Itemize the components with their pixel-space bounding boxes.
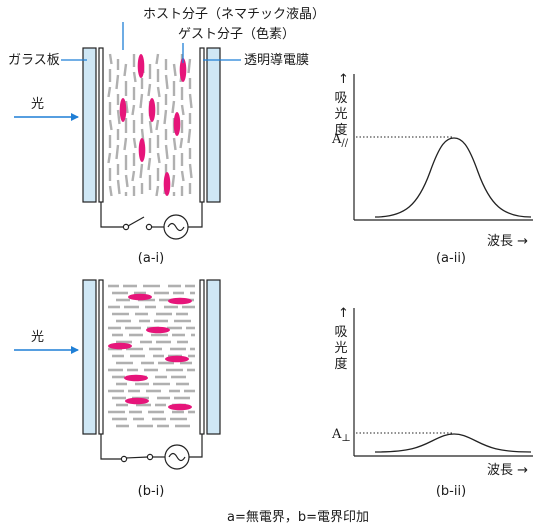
host-molecule [155, 119, 160, 131]
guest-molecule [168, 403, 192, 411]
glass-plate-right [206, 47, 221, 203]
host-molecule [139, 163, 144, 179]
guest-molecules-vertical [119, 54, 187, 196]
host-molecule [164, 144, 169, 160]
electrode-right [199, 47, 205, 203]
guest-molecule [128, 293, 152, 301]
guest-molecule [124, 374, 148, 382]
host-molecule [108, 119, 113, 131]
host-molecule [171, 100, 176, 114]
graph-b: ↑ 吸光度 A⊥ 波長 → [331, 306, 533, 478]
light-label: 光 [31, 97, 44, 112]
circuit-open [100, 202, 203, 240]
host-molecule [155, 53, 160, 65]
host-molecule [108, 53, 113, 65]
peak-label: A⊥ [331, 427, 351, 444]
host-molecule [139, 93, 144, 109]
electrode-right [199, 279, 205, 435]
host-molecule [155, 185, 160, 197]
circuit-closed [100, 434, 203, 470]
host-molecule [147, 83, 152, 97]
guest-molecule [168, 297, 192, 305]
host-molecule [132, 137, 137, 149]
host-molecule [115, 144, 120, 160]
guest-molecule [173, 112, 181, 136]
absorbance-curve [374, 137, 532, 218]
guest-molecule [148, 98, 156, 122]
host-molecule [156, 86, 161, 98]
panel-label-b-ii: (b-ii) [436, 484, 466, 499]
host-molecule [131, 170, 136, 182]
light-label: 光 [31, 330, 44, 345]
guest-molecule [165, 355, 189, 363]
guest-molecule [163, 172, 171, 196]
host-molecule [164, 74, 169, 90]
host-molecule [116, 179, 121, 195]
glass-plate-label: ガラス板 [8, 53, 60, 68]
glass-plate-right [206, 279, 221, 435]
host-molecule [172, 137, 177, 151]
host-molecule [123, 137, 128, 151]
host-molecule [188, 163, 193, 179]
host-molecule [107, 86, 112, 98]
host-molecule [187, 128, 192, 144]
host-molecule [123, 63, 128, 77]
host-molecule [180, 104, 185, 116]
guest-molecules-horizontal [108, 293, 192, 411]
host-molecule [172, 63, 177, 77]
electrode-left [98, 279, 104, 435]
host-molecule [156, 152, 161, 164]
host-molecule-label: ホスト分子（ネマチック液晶） [143, 7, 325, 22]
guest-molecule [119, 98, 127, 122]
host-molecule [180, 170, 185, 182]
cell-b [82, 279, 221, 470]
host-molecule [115, 74, 120, 90]
transparent-electrode-label: 透明導電膜 [244, 53, 309, 68]
graph-a: ↑ 吸光度 A// 波長 → [331, 72, 533, 249]
host-molecule [124, 100, 129, 114]
host-molecule [163, 109, 168, 125]
guest-molecule [108, 342, 132, 350]
x-axis-label: 波長 → [487, 234, 528, 249]
footer-note: a=無電界，b=電界印加 [227, 510, 369, 525]
electrode-left [98, 47, 104, 203]
host-molecule [147, 157, 152, 171]
panel-label-b-i: (b-i) [138, 484, 165, 499]
guest-molecule [138, 138, 146, 162]
host-molecule [187, 58, 192, 74]
host-molecule [132, 71, 137, 83]
host-molecule [107, 152, 112, 164]
y-axis-arrow-icon: ↑ [338, 306, 349, 321]
host-molecule [131, 104, 136, 116]
y-axis-label: 吸光度 [334, 325, 347, 372]
bottom-labels: 光 [14, 330, 79, 354]
host-molecule [171, 174, 176, 188]
host-molecule [108, 185, 113, 197]
panel-label-a-i: (a-i) [138, 251, 164, 266]
host-molecule [116, 109, 121, 125]
peak-label: A// [331, 132, 349, 149]
guest-molecule [137, 54, 145, 78]
absorbance-curve [374, 433, 532, 453]
y-axis-arrow-icon: ↑ [338, 72, 349, 87]
guest-molecule [125, 397, 149, 405]
host-molecule [148, 120, 153, 134]
glass-plate-left [82, 279, 97, 435]
guest-molecule [179, 58, 187, 82]
host-molecule [124, 174, 129, 188]
y-axis-label: 吸光度 [334, 91, 347, 138]
cell-a [82, 47, 221, 240]
panel-label-a-ii: (a-ii) [436, 251, 466, 266]
guest-molecule [146, 326, 170, 334]
x-axis-label: 波長 → [487, 463, 528, 478]
top-labels: ホスト分子（ネマチック液晶） ゲスト分子（色素） ガラス板 透明導電膜 光 [8, 7, 325, 121]
glass-plate-left [82, 47, 97, 203]
host-molecule [188, 93, 193, 109]
guest-molecule-label: ゲスト分子（色素） [178, 26, 295, 42]
host-molecule [179, 137, 184, 149]
